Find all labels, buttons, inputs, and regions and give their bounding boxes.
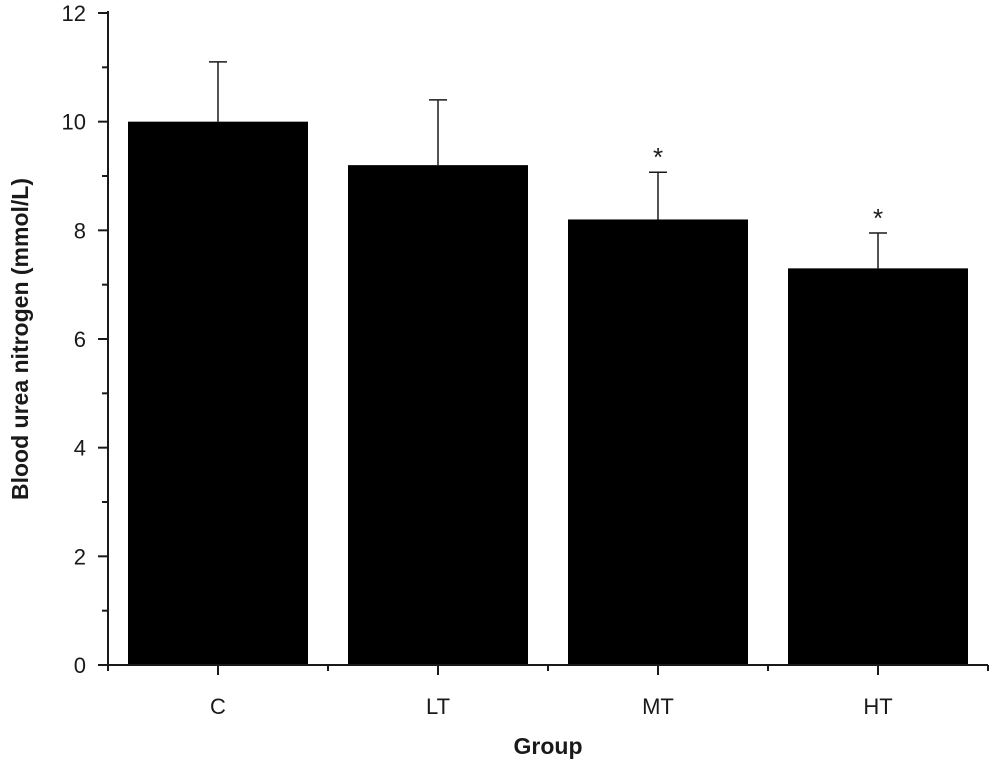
error-bars — [209, 61, 887, 269]
bar-LT — [348, 165, 528, 665]
bar-C — [128, 121, 308, 665]
significance-annotations: ** — [653, 142, 883, 233]
y-tick-label-4: 4 — [74, 436, 86, 461]
significance-mark-HT: * — [873, 203, 883, 233]
x-tick-label-HT: HT — [863, 694, 892, 719]
y-axis-ticks: 0 2 4 6 8 10 12 — [62, 1, 108, 678]
x-axis-ticks: C LT MT HT — [107, 665, 989, 719]
significance-mark-MT: * — [653, 142, 663, 172]
y-tick-label-2: 2 — [74, 544, 86, 569]
y-tick-label-6: 6 — [74, 327, 86, 352]
y-tick-label-12: 12 — [62, 1, 86, 26]
x-tick-label-MT: MT — [642, 694, 674, 719]
y-tick-label-8: 8 — [74, 218, 86, 243]
x-tick-label-LT: LT — [426, 694, 450, 719]
y-axis-title: Blood urea nitrogen (mmol/L) — [7, 178, 33, 500]
bar-MT — [568, 219, 748, 665]
bars — [128, 121, 968, 665]
y-tick-label-0: 0 — [74, 653, 86, 678]
y-tick-label-10: 10 — [62, 110, 86, 135]
bar-HT — [788, 268, 968, 665]
x-axis-title: Group — [514, 733, 583, 759]
x-tick-label-C: C — [210, 694, 226, 719]
